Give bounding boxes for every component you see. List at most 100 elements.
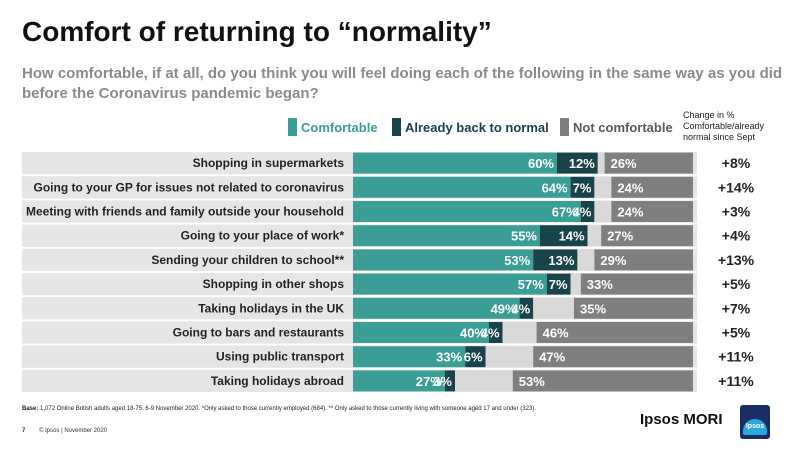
bar-already-back-label: 13%	[548, 253, 574, 268]
footer: 7 © Ipsos | November 2020	[22, 428, 107, 434]
bar-comfortable	[353, 346, 466, 368]
bar-gap	[594, 176, 612, 198]
base-note-label: Base:	[22, 406, 39, 412]
bar-already-back-label: 7%	[549, 277, 568, 292]
bar-already-back-label: 4%	[573, 205, 592, 220]
brand-name: Ipsos MORI	[640, 411, 723, 428]
bar-gap	[594, 201, 612, 222]
bar-already-back	[519, 297, 534, 319]
bar-comfortable-label: 33%	[436, 350, 462, 365]
change-value: +5%	[722, 325, 751, 341]
bar-already-back	[533, 249, 578, 271]
bar-gap	[455, 370, 513, 392]
bar-not-comfortable-label: 24%	[617, 180, 643, 195]
bar-not-comfortable-label: 46%	[543, 326, 569, 341]
bar-comfortable-label: 67%	[552, 205, 578, 220]
bar-comfortable	[353, 201, 581, 222]
change-value: +14%	[718, 179, 755, 195]
change-value: +5%	[722, 276, 751, 292]
page-title: Comfort of returning to “normality”	[22, 16, 492, 47]
bar-gap	[533, 297, 574, 319]
bar-already-back-label: 14%	[559, 229, 585, 244]
bar-not-comfortable	[533, 346, 693, 368]
legend-already-back: Already back to normal	[392, 118, 549, 136]
bar-not-comfortable-label: 27%	[607, 229, 633, 244]
change-column-header: Change in % Comfortable/already normal s…	[683, 110, 765, 142]
category-label: Shopping in supermarkets	[193, 156, 345, 170]
category-label: Sending your children to school**	[151, 253, 344, 267]
legend-label-already-back: Already back to normal	[405, 119, 549, 135]
base-note-text: 1,072 Online British adults aged 18-75, …	[38, 406, 536, 412]
bar-gap	[577, 249, 595, 271]
bar-not-comfortable	[611, 176, 693, 198]
ipsos-logo: Ipsos	[740, 405, 770, 439]
category-label: Meeting with friends and family outside …	[26, 205, 344, 219]
bar-already-back	[557, 152, 598, 174]
bar-not-comfortable	[601, 225, 693, 247]
page-number: 7	[22, 428, 26, 434]
bar-already-back-label: 4%	[511, 301, 530, 316]
category-label: Going to your GP for issues not related …	[34, 180, 345, 194]
bar-gap	[587, 225, 602, 247]
change-value: +11%	[718, 349, 754, 365]
bar-comfortable-label: 57%	[518, 277, 544, 292]
base-note: Base: 1,072 Online British adults aged 1…	[22, 406, 536, 412]
bar-comfortable-label: 40%	[460, 326, 486, 341]
bar-already-back	[580, 201, 595, 222]
legend-swatch-already-back	[392, 118, 401, 136]
category-label: Going to your place of work*	[181, 229, 345, 243]
bar-not-comfortable-label: 47%	[539, 350, 565, 365]
bar-already-back	[570, 176, 595, 198]
bar-comfortable	[353, 297, 520, 319]
bar-already-back	[540, 225, 588, 247]
bar-already-back-label: 12%	[569, 156, 595, 171]
legend-not-comfortable: Not comfortable	[560, 118, 673, 136]
bar-not-comfortable-label: 33%	[587, 277, 613, 292]
bar-not-comfortable-label: 24%	[617, 205, 643, 220]
bar-comfortable	[353, 273, 547, 295]
bar-comfortable-label: 55%	[511, 229, 537, 244]
bar-already-back	[489, 322, 503, 343]
bar-already-back	[444, 370, 455, 392]
change-value: +4%	[722, 228, 751, 244]
bar-gap	[502, 322, 537, 343]
legend-comfortable: Comfortable	[288, 118, 378, 136]
bar-comfortable	[353, 370, 445, 392]
bar-already-back	[465, 346, 486, 368]
bar-not-comfortable	[604, 152, 693, 174]
bar-comfortable	[353, 249, 534, 271]
bar-already-back-label: 7%	[573, 180, 592, 195]
change-value: +13%	[718, 252, 755, 268]
bar-not-comfortable-label: 53%	[519, 374, 545, 389]
bar-comfortable-label: 64%	[542, 180, 568, 195]
legend-label-not-comfortable: Not comfortable	[573, 119, 673, 135]
bar-not-comfortable	[536, 322, 693, 343]
bar-comfortable	[353, 225, 540, 247]
category-label: Taking holidays in the UK	[198, 301, 344, 315]
bar-not-comfortable	[594, 249, 693, 271]
bar-comfortable	[353, 322, 489, 343]
bar-comfortable-label: 49%	[491, 301, 517, 316]
bar-not-comfortable	[580, 273, 693, 295]
logo-text: Ipsos	[743, 419, 767, 435]
category-label: Taking holidays abroad	[211, 374, 344, 388]
category-label: Shopping in other shops	[203, 277, 345, 291]
bar-not-comfortable	[512, 370, 693, 392]
bar-already-back-label: 4%	[481, 326, 500, 341]
bar-comfortable	[353, 176, 571, 198]
bar-already-back-label: 6%	[464, 350, 483, 365]
bar-comfortable-label: 27%	[416, 374, 442, 389]
bar-not-comfortable-label: 29%	[600, 253, 626, 268]
category-label: Using public transport	[216, 350, 344, 364]
copyright: © Ipsos | November 2020	[39, 428, 108, 434]
bar-not-comfortable-label: 35%	[580, 301, 606, 316]
change-value: +7%	[722, 300, 751, 316]
bar-already-back	[546, 273, 571, 295]
bar-not-comfortable	[611, 201, 693, 222]
bar-not-comfortable-label: 26%	[611, 156, 637, 171]
legend-swatch-comfortable	[288, 118, 297, 136]
legend-label-comfortable: Comfortable	[301, 119, 378, 135]
change-value: +3%	[722, 204, 751, 220]
legend-swatch-not-comfortable	[560, 118, 569, 136]
